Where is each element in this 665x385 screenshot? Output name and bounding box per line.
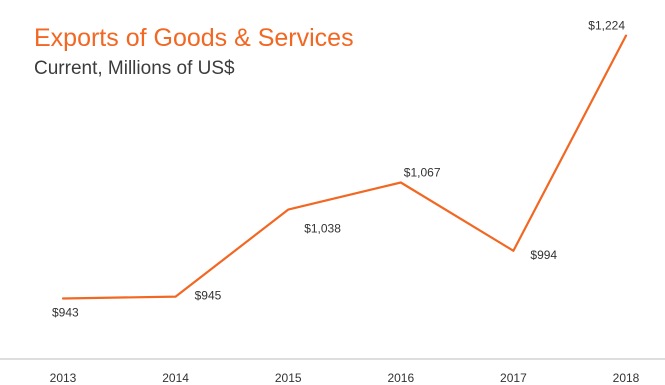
data-label: $943 (52, 306, 79, 320)
x-tick-label: 2013 (50, 371, 77, 385)
data-label: $1,067 (404, 166, 441, 180)
x-tick-label: 2016 (387, 371, 414, 385)
x-tick-label: 2014 (162, 371, 189, 385)
data-label: $945 (195, 289, 222, 303)
data-label: $994 (530, 248, 557, 262)
data-label: $1,224 (588, 19, 625, 33)
chart-subtitle: Current, Millions of US$ (34, 58, 235, 79)
data-label: $1,038 (304, 222, 341, 236)
x-tick-label: 2015 (275, 371, 302, 385)
series-line (61, 34, 628, 300)
x-tick-label: 2017 (500, 371, 527, 385)
x-tick-label: 2018 (613, 371, 640, 385)
chart-title: Exports of Goods & Services (34, 24, 354, 52)
